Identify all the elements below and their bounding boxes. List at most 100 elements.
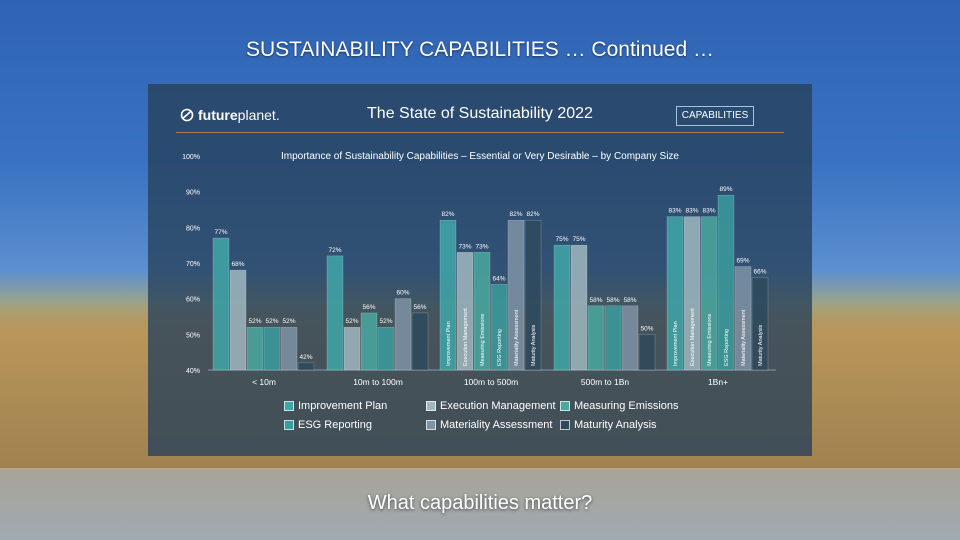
bar (553, 244, 571, 371)
data-label: 75% (572, 236, 585, 243)
y-tick-label: 70% (186, 261, 200, 268)
report-title: The State of Sustainability 2022 (367, 105, 593, 122)
legend-item: Maturity Analysis (560, 419, 680, 431)
data-label: 60% (396, 290, 409, 297)
bar (394, 298, 412, 371)
data-label: 77% (214, 229, 227, 236)
data-label: 52% (282, 318, 295, 325)
bar (263, 326, 281, 371)
data-label: 83% (702, 208, 715, 215)
bar-chart: 40% 50% 60% 70% 80% 90% 100% 77% 68% 52% 52% 52% 42%… (182, 154, 776, 387)
series-label-in-bar: Execution Management (463, 308, 469, 366)
capabilities-badge: CAPABILITIES (676, 106, 754, 126)
bar (297, 362, 315, 371)
legend-swatch (284, 400, 294, 411)
bar (734, 266, 752, 371)
bottom-caption: What capabilities matter? (367, 492, 593, 514)
data-label: 64% (492, 275, 505, 282)
data-label: 52% (265, 318, 278, 325)
data-label: 83% (668, 208, 681, 215)
chart-title: Importance of Sustainability Capabilitie… (281, 151, 679, 162)
legend-swatch (284, 419, 294, 430)
bar (604, 305, 622, 371)
series-label-in-bar: ESG Reporting (497, 329, 503, 366)
bar (666, 216, 684, 371)
bar (343, 326, 361, 371)
bar (700, 216, 718, 371)
series-label-in-bar: Maturity Analysis (758, 324, 764, 366)
data-label: 73% (475, 243, 488, 250)
data-label: 56% (362, 304, 375, 311)
data-label: 58% (589, 297, 602, 304)
bottom-band (0, 468, 960, 540)
legend-label: Execution Management (440, 399, 556, 412)
bar (377, 326, 395, 371)
data-label: 58% (606, 297, 619, 304)
data-label: 83% (685, 208, 698, 215)
data-label: 69% (736, 258, 749, 265)
bar (326, 255, 344, 371)
data-label: 75% (555, 236, 568, 243)
legend-item: Improvement Plan (284, 400, 426, 412)
legend-row: Improvement Plan Execution Management Meas… (284, 396, 680, 415)
bar (587, 305, 605, 371)
bar (524, 219, 542, 371)
y-tick-label: 100% (182, 154, 200, 161)
series-label-in-bar: Maturity Analysis (531, 324, 537, 366)
data-label: 42% (299, 354, 312, 361)
y-tick-label: 50% (186, 332, 200, 339)
legend-swatch (426, 400, 436, 411)
y-tick-label: 40% (186, 368, 200, 375)
bar (360, 312, 378, 371)
data-label: 82% (526, 211, 539, 218)
bar (439, 219, 457, 371)
bar (638, 334, 656, 371)
data-label: 56% (413, 304, 426, 311)
series-label-in-bar: Measuring Emissions (480, 313, 486, 366)
legend-item: Materiality Assessment (426, 419, 560, 431)
series-label-in-bar: Measuring Emissions (707, 313, 713, 366)
series-label-in-bar: Materiality Assessment (741, 309, 747, 366)
bar (473, 252, 491, 371)
logo-rest: planet. (237, 107, 280, 123)
category-label: 1Bn+ (708, 377, 728, 387)
bar (229, 269, 247, 371)
chart-legend: Improvement Plan Execution Management Meas… (284, 396, 680, 434)
y-tick-label: 60% (186, 297, 200, 304)
legend-swatch (560, 419, 570, 430)
data-label: 73% (458, 243, 471, 250)
slide-title: SUSTAINABILITY CAPABILITIES … Continued … (245, 38, 714, 61)
bar (507, 219, 525, 371)
bar (751, 277, 769, 371)
category-label: 100m to 500m (464, 377, 518, 387)
data-label: 52% (248, 318, 261, 325)
data-label: 52% (379, 318, 392, 325)
legend-label: ESG Reporting (298, 418, 372, 431)
bar (621, 305, 639, 371)
series-label-in-bar: Improvement Plan (673, 321, 679, 366)
legend-label: Maturity Analysis (574, 418, 657, 431)
series-label-in-bar: Execution Management (690, 308, 696, 366)
category-label: < 10m (252, 377, 276, 387)
bar (683, 216, 701, 371)
logo-bold: future (198, 107, 238, 123)
series-label-in-bar: Improvement Plan (446, 321, 452, 366)
category-label: 500m to 1Bn (581, 377, 629, 387)
bar (246, 326, 264, 371)
data-label: 58% (623, 297, 636, 304)
data-label: 66% (753, 268, 766, 275)
series-label-in-bar: Materiality Assessment (514, 309, 520, 366)
bar (456, 252, 474, 371)
data-label: 52% (345, 318, 358, 325)
category-label: 10m to 100m (353, 377, 403, 387)
data-label: 68% (231, 261, 244, 268)
data-label: 82% (509, 211, 522, 218)
legend-item: Measuring Emissions (560, 400, 680, 412)
legend-item: ESG Reporting (284, 419, 426, 431)
bar (570, 244, 588, 371)
legend-row: ESG Reporting Materiality Assessment Matur… (284, 415, 680, 434)
data-label: 89% (719, 186, 732, 193)
legend-label: Measuring Emissions (574, 399, 679, 412)
bar (212, 237, 230, 371)
legend-label: Materiality Assessment (440, 418, 553, 431)
